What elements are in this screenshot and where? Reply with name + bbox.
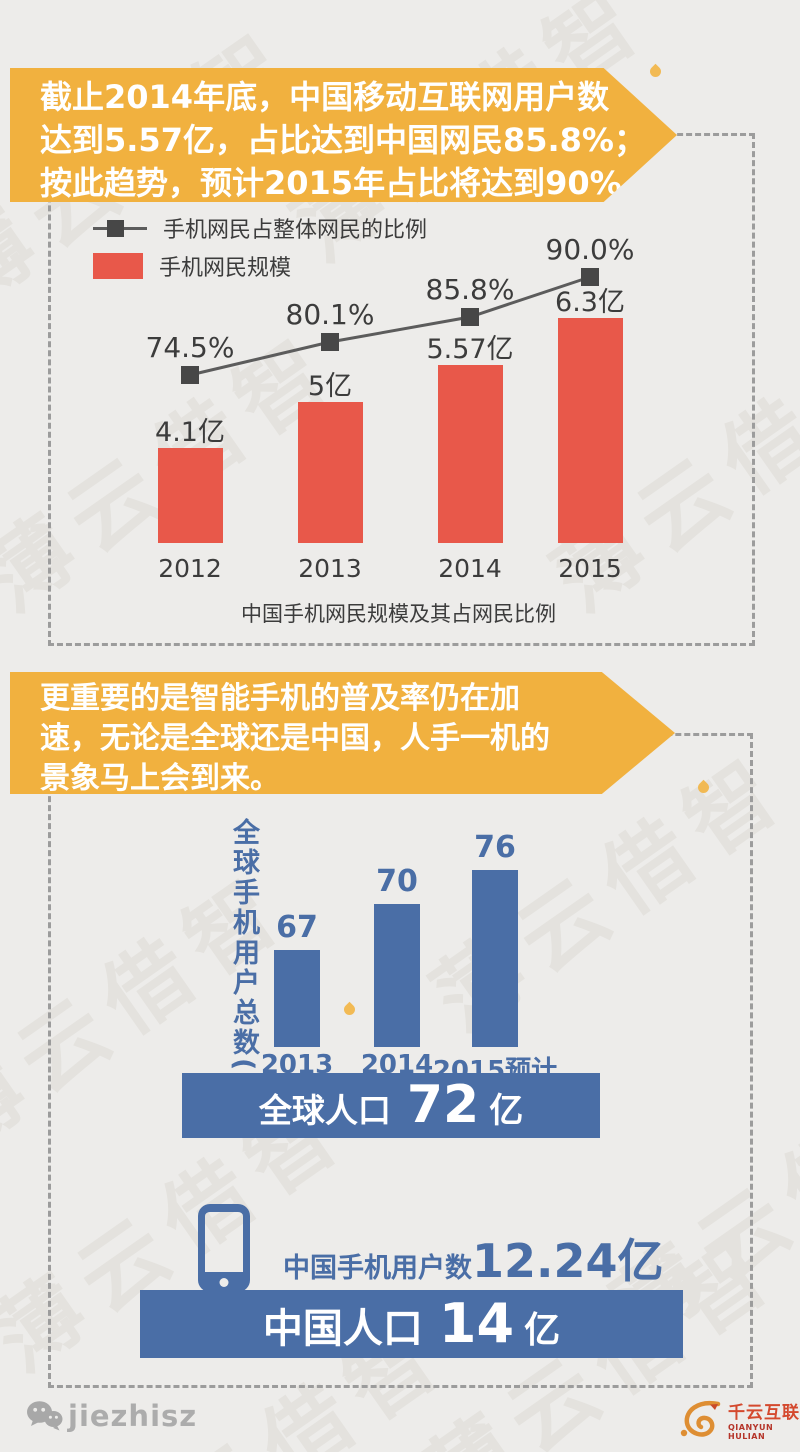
chart1-x-label: 2013 (298, 554, 362, 583)
dragon-logo-icon (676, 1398, 724, 1446)
wechat-id: jiezhisz (68, 1399, 198, 1433)
qianyun-logo-cn: 千云互联 (728, 1402, 800, 1423)
china-population-value: 14 (438, 1292, 515, 1355)
global-population-banner: 全球人口 72 亿 (182, 1073, 600, 1138)
chart1-line-value: 80.1% (285, 298, 375, 331)
phone-home-button-icon (219, 1278, 229, 1287)
china-mobile-users-value: 12.24亿 (472, 1234, 664, 1288)
legend-label: 手机网民规模 (159, 256, 292, 281)
headline-banner-1-line2: 达到5.57亿，占比达到中国网民85.8%； (40, 121, 646, 159)
headline-banner-1: 截止2014年底，中国移动互联网用户数 达到5.57亿，占比达到中国网民85.8… (10, 68, 677, 202)
chart1-bar-value: 4.1亿 (155, 417, 225, 448)
legend-item-bar: 手机网民规模 (93, 252, 427, 281)
chart2-bar-2014 (374, 904, 420, 1047)
bar-swatch-icon (93, 253, 143, 279)
global-population-value: 72 (406, 1075, 480, 1135)
chart1-bar-value: 6.3亿 (555, 287, 625, 318)
line-marker-icon (93, 219, 147, 237)
chart2-bar-2015预计 (472, 870, 518, 1047)
chart1-bar-value: 5亿 (307, 371, 353, 402)
china-population-banner: 中国人口 14 亿 (140, 1290, 683, 1358)
chart2-bar-value: 76 (474, 830, 516, 865)
headline-banner-2-line1: 更重要的是智能手机的普及率仍在加 (40, 681, 520, 716)
chart1-legend: 手机网民占整体网民的比例 手机网民规模 (93, 214, 427, 290)
chart2-bar-value: 70 (376, 864, 418, 899)
chart1-bar-2014 (437, 365, 503, 543)
watermark-flame-icon (647, 63, 664, 80)
chart1-x-label: 2014 (438, 554, 502, 583)
headline-banner-2: 更重要的是智能手机的普及率仍在加 速，无论是全球还是中国，人手一机的 景象马上会… (10, 672, 675, 794)
chart1-line-value: 90.0% (545, 233, 635, 266)
chart1-bar-value: 5.57亿 (426, 334, 514, 365)
chart2-bar-value: 67 (276, 910, 318, 945)
chart1-x-label: 2012 (158, 554, 222, 583)
qianyun-logo-text: 千云互联 QIANYUN HULIAN (728, 1402, 800, 1441)
chart2-bar-2013 (274, 950, 320, 1047)
china-mobile-users-label: 中国手机用户数 (283, 1253, 472, 1284)
china-population-label: 中国人口 (262, 1306, 423, 1352)
headline-banner-2-line3: 景象马上会到来。 (40, 761, 280, 796)
legend-label: 手机网民占整体网民的比例 (163, 218, 428, 243)
chart1-bar-2013 (297, 402, 363, 543)
headline-banner-2-line2: 速，无论是全球还是中国，人手一机的 (40, 721, 550, 756)
chart2-y-axis-label: 全球手机用户总数(亿 (228, 818, 259, 1104)
phone-icon (198, 1204, 250, 1292)
chart1-caption: 中国手机网民规模及其占网民比例 (241, 602, 556, 626)
qianyun-logo-en: QIANYUN HULIAN (728, 1422, 774, 1441)
global-population-unit: 亿 (489, 1091, 524, 1131)
headline-banner-1-line3: 按此趋势，预计2015年占比将达到90% (40, 164, 622, 202)
wechat-icon (26, 1400, 64, 1436)
china-population-unit: 亿 (524, 1310, 561, 1351)
chart1-bar-2015 (557, 318, 623, 543)
qianyun-logo: 千云互联 QIANYUN HULIAN (676, 1398, 800, 1446)
chart1-line-value: 74.5% (145, 331, 235, 364)
china-mobile-users: 中国手机用户数 12.24亿 (283, 1238, 664, 1284)
chart1-bar-2012 (157, 448, 223, 543)
legend-item-line: 手机网民占整体网民的比例 (93, 214, 428, 243)
chart1-x-label: 2015 (558, 554, 622, 583)
headline-banner-1-line1: 截止2014年底，中国移动互联网用户数 (40, 78, 610, 116)
global-population-label: 全球人口 (258, 1091, 391, 1130)
square-marker-icon (107, 219, 124, 237)
